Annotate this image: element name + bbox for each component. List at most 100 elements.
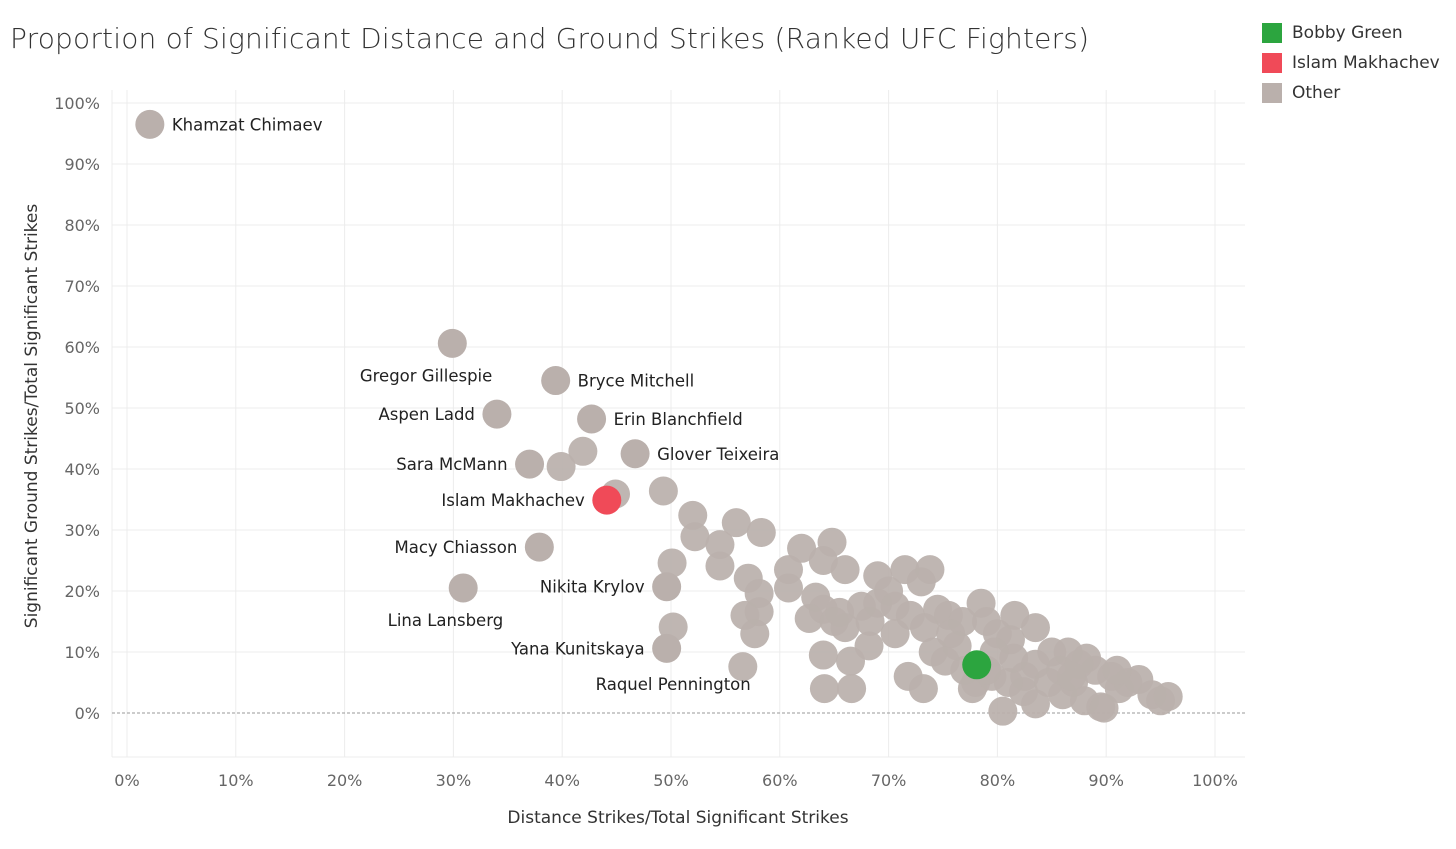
data-point[interactable]: [787, 533, 817, 563]
data-point[interactable]: [740, 619, 770, 649]
data-point[interactable]: [746, 517, 776, 547]
point-label: Aspen Ladd: [378, 405, 474, 424]
y-tick-label: 90%: [64, 155, 100, 174]
legend-swatch-other: [1262, 83, 1282, 103]
legend: Bobby Green Islam Makhachev Other: [1262, 18, 1440, 108]
data-point[interactable]: [546, 452, 576, 482]
point-label: Glover Teixeira: [657, 445, 779, 464]
data-point[interactable]: [1020, 613, 1050, 643]
data-point[interactable]: [1034, 668, 1064, 697]
y-axis-label: Significant Ground Strikes/Total Signifi…: [22, 204, 42, 629]
data-point-labeled[interactable]: [482, 399, 512, 429]
data-point[interactable]: [809, 674, 839, 704]
data-point-labeled[interactable]: [524, 532, 554, 562]
data-point[interactable]: [855, 607, 885, 636]
x-tick-label: 60%: [762, 771, 798, 790]
data-point-labeled[interactable]: [448, 573, 478, 603]
x-tick-label: 80%: [980, 771, 1016, 790]
x-tick-label: 90%: [1088, 771, 1124, 790]
legend-label: Bobby Green: [1292, 23, 1403, 43]
data-point[interactable]: [830, 555, 860, 585]
data-point[interactable]: [678, 500, 708, 530]
data-point-labeled[interactable]: [620, 439, 650, 469]
data-point[interactable]: [906, 567, 936, 597]
y-tick-label: 30%: [64, 521, 100, 540]
data-point[interactable]: [836, 646, 866, 676]
point-label: Raquel Pennington: [596, 675, 751, 694]
data-point[interactable]: [880, 619, 910, 649]
point-label: Yana Kunitskaya: [510, 639, 645, 658]
point-label: Macy Chiasson: [394, 538, 517, 557]
data-point[interactable]: [1089, 693, 1119, 723]
y-tick-label: 20%: [64, 582, 100, 601]
data-point[interactable]: [744, 597, 774, 627]
tick-labels: 0% 10% 20% 30% 40% 50% 60% 70% 80% 90% 100% 0% 10% 20…: [54, 94, 1238, 790]
data-point-labeled[interactable]: [541, 366, 571, 396]
data-point[interactable]: [705, 551, 735, 581]
y-tick-label: 60%: [64, 338, 100, 357]
point-label: Islam Makhachev: [441, 491, 585, 510]
point-label: Erin Blanchfield: [614, 410, 743, 429]
y-tick-label: 80%: [64, 216, 100, 235]
data-point-islam-makhachev[interactable]: [592, 485, 622, 515]
x-axis-label: Distance Strikes/Total Significant Strik…: [507, 808, 848, 828]
data-point[interactable]: [1102, 655, 1132, 685]
x-tick-label: 10%: [218, 771, 254, 790]
data-point[interactable]: [680, 522, 710, 552]
x-tick-label: 40%: [544, 771, 580, 790]
point-label: Khamzat Chimaev: [172, 115, 323, 134]
data-point-bobby-green[interactable]: [962, 650, 992, 680]
legend-label: Islam Makhachev: [1292, 53, 1440, 73]
data-point-labeled[interactable]: [135, 109, 165, 139]
data-point[interactable]: [988, 696, 1018, 726]
data-point[interactable]: [910, 613, 940, 643]
data-point[interactable]: [705, 530, 735, 560]
y-tick-label: 100%: [54, 94, 100, 113]
legend-item-bobby-green[interactable]: Bobby Green: [1262, 18, 1440, 48]
legend-swatch-islam-makhachev: [1262, 53, 1282, 73]
data-point[interactable]: [774, 573, 804, 603]
data-point-labeled[interactable]: [437, 328, 467, 358]
legend-label: Other: [1292, 83, 1341, 103]
point-label: Nikita Krylov: [540, 578, 645, 597]
data-point-labeled[interactable]: [577, 404, 607, 434]
data-point[interactable]: [794, 603, 824, 633]
x-tick-label: 20%: [327, 771, 363, 790]
point-label: Sara McMann: [396, 455, 507, 474]
point-label: Bryce Mitchell: [578, 372, 694, 391]
data-point[interactable]: [837, 674, 867, 704]
data-point[interactable]: [657, 548, 687, 578]
y-tick-label: 70%: [64, 277, 100, 296]
legend-item-islam-makhachev[interactable]: Islam Makhachev: [1262, 48, 1440, 78]
data-point[interactable]: [930, 646, 960, 676]
data-point-labeled[interactable]: [652, 572, 682, 602]
data-point[interactable]: [808, 546, 838, 575]
legend-swatch-bobby-green: [1262, 23, 1282, 43]
y-tick-label: 40%: [64, 460, 100, 479]
y-tick-label: 10%: [64, 643, 100, 662]
data-point-labeled[interactable]: [515, 449, 545, 479]
data-point[interactable]: [728, 652, 758, 682]
data-point[interactable]: [1056, 661, 1086, 691]
chart-title: Proportion of Significant Distance and G…: [10, 22, 1090, 55]
y-tick-label: 0%: [75, 704, 100, 723]
data-point[interactable]: [568, 436, 598, 466]
point-label: Gregor Gillespie: [360, 366, 492, 385]
data-point[interactable]: [830, 613, 860, 643]
x-tick-label: 30%: [436, 771, 472, 790]
data-point[interactable]: [721, 508, 751, 538]
data-point[interactable]: [908, 674, 938, 704]
x-tick-label: 0%: [114, 771, 139, 790]
data-point[interactable]: [648, 476, 678, 506]
data-point-labeled[interactable]: [652, 633, 682, 663]
x-tick-label: 70%: [871, 771, 907, 790]
data-point[interactable]: [993, 668, 1023, 697]
legend-item-other[interactable]: Other: [1262, 78, 1440, 108]
point-labels: Khamzat Chimaev Gregor Gillespie Bryce Mit…: [172, 115, 780, 693]
grid-lines: [111, 90, 1245, 758]
x-tick-label: 100%: [1192, 771, 1238, 790]
point-label: Lina Lansberg: [388, 611, 504, 630]
data-point[interactable]: [1153, 682, 1183, 712]
data-point[interactable]: [808, 640, 838, 670]
